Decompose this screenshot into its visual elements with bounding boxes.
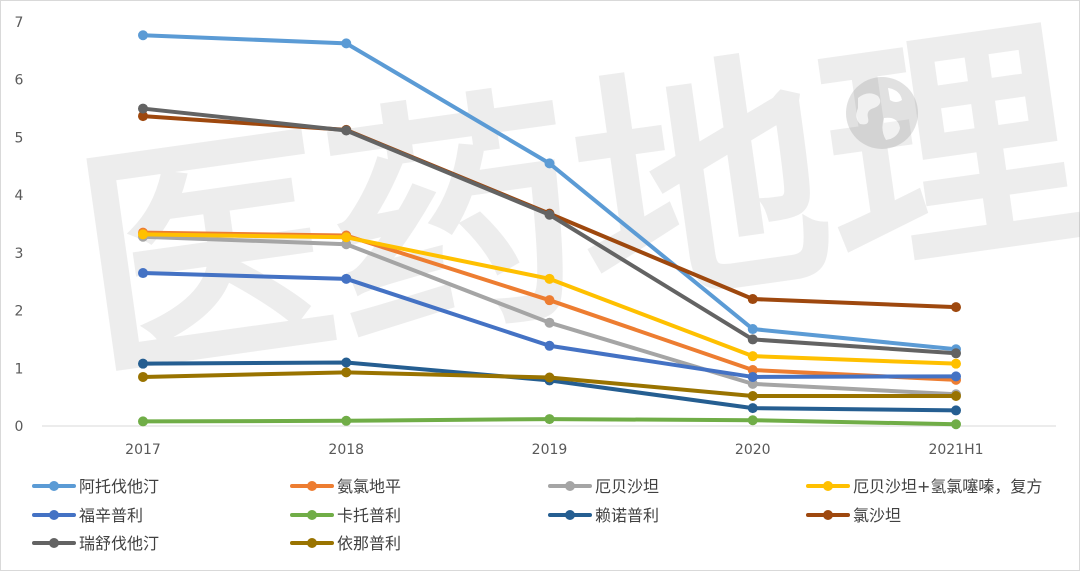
watermark-text: 医药地理 (63, 0, 1080, 418)
data-point (544, 209, 555, 220)
legend-label: 赖诺普利 (595, 506, 659, 525)
x-tick-label: 2021H1 (928, 442, 983, 458)
data-point (544, 372, 555, 383)
data-point (951, 302, 961, 313)
legend-item: 阿托伐他汀 (32, 477, 159, 496)
data-point (544, 340, 555, 351)
data-point (951, 419, 961, 430)
data-point (747, 371, 758, 382)
data-point (951, 358, 961, 369)
data-point (138, 358, 148, 369)
data-point (951, 405, 961, 416)
legend-item: 赖诺普利 (548, 506, 659, 525)
legend-marker (565, 510, 575, 520)
legend-marker (307, 538, 317, 548)
legend-marker (823, 510, 833, 520)
legend-item: 卡托普利 (290, 506, 401, 525)
data-point (544, 414, 555, 425)
legend-item: 厄贝沙坦 (548, 477, 659, 496)
legend-label: 氨氯地平 (337, 477, 401, 496)
data-point (138, 111, 148, 122)
data-point (544, 158, 555, 169)
data-point (341, 357, 352, 368)
series-4 (138, 268, 961, 382)
data-point (544, 295, 555, 306)
y-tick-label: 5 (15, 130, 24, 146)
legend-marker (307, 510, 317, 520)
data-point (138, 416, 148, 427)
legend-marker (49, 481, 59, 491)
legend-item: 瑞舒伐他汀 (32, 534, 159, 553)
watermark: 医药地理 (63, 0, 1080, 418)
data-point (951, 348, 961, 359)
legend-item: 依那普利 (290, 534, 401, 553)
axes: 0 1 2 3 4 5 6 7 2017 2018 2019 2020 2021H1 (15, 15, 1056, 458)
data-point (341, 415, 352, 426)
data-point (747, 403, 758, 414)
data-point (138, 268, 148, 279)
data-point (544, 273, 555, 284)
data-point (747, 378, 758, 389)
series-2 (138, 231, 961, 400)
legend-label: 氯沙坦 (853, 506, 901, 525)
x-tick-label: 2018 (328, 442, 364, 458)
legend-label: 瑞舒伐他汀 (79, 534, 159, 553)
legend-marker (823, 481, 833, 491)
data-point (341, 239, 352, 250)
legend-label: 依那普利 (337, 534, 401, 553)
legend-marker (49, 538, 59, 548)
series-5 (138, 414, 961, 430)
data-point (341, 38, 352, 49)
data-point (138, 103, 148, 114)
data-point (341, 273, 352, 284)
x-tick-label: 2017 (125, 442, 161, 458)
y-tick-label: 6 (15, 73, 24, 89)
data-point (747, 390, 758, 401)
y-tick-label: 4 (15, 188, 24, 204)
x-tick-label: 2019 (532, 442, 568, 458)
data-point (951, 371, 961, 382)
data-point (341, 367, 352, 378)
legend-label: 卡托普利 (337, 506, 401, 525)
data-point (341, 232, 352, 243)
y-tick-label: 0 (15, 419, 24, 435)
legend-item: 福辛普利 (32, 506, 143, 525)
y-tick-label: 7 (15, 15, 24, 31)
data-point (747, 415, 758, 426)
data-point (341, 125, 352, 136)
globe-icon (846, 77, 918, 149)
data-point (138, 30, 148, 41)
legend-marker (49, 510, 59, 520)
data-point (951, 390, 961, 401)
series-8 (138, 103, 961, 359)
data-point (544, 317, 555, 328)
y-tick-label: 1 (15, 361, 24, 377)
data-point (747, 365, 758, 376)
y-tick-label: 3 (15, 246, 24, 262)
legend-item: 氯沙坦 (806, 506, 901, 525)
legend-label: 厄贝沙坦+氢氯噻嗪，复方 (853, 477, 1042, 496)
data-point (747, 351, 758, 362)
series-layer (138, 30, 961, 430)
data-point (138, 229, 148, 240)
legend-label: 阿托伐他汀 (79, 477, 159, 496)
data-point (138, 371, 148, 382)
x-tick-label: 2020 (735, 442, 771, 458)
legend-item: 氨氯地平 (290, 477, 401, 496)
legend-label: 厄贝沙坦 (595, 477, 659, 496)
data-point (747, 324, 758, 335)
y-tick-label: 2 (15, 304, 24, 320)
legend-label: 福辛普利 (79, 506, 143, 525)
series-9 (138, 367, 961, 401)
legend-marker (565, 481, 575, 491)
data-point (747, 294, 758, 305)
legend-marker (307, 481, 317, 491)
data-point (747, 334, 758, 345)
series-3 (138, 229, 961, 369)
legend-item: 厄贝沙坦+氢氯噻嗪，复方 (806, 477, 1042, 496)
